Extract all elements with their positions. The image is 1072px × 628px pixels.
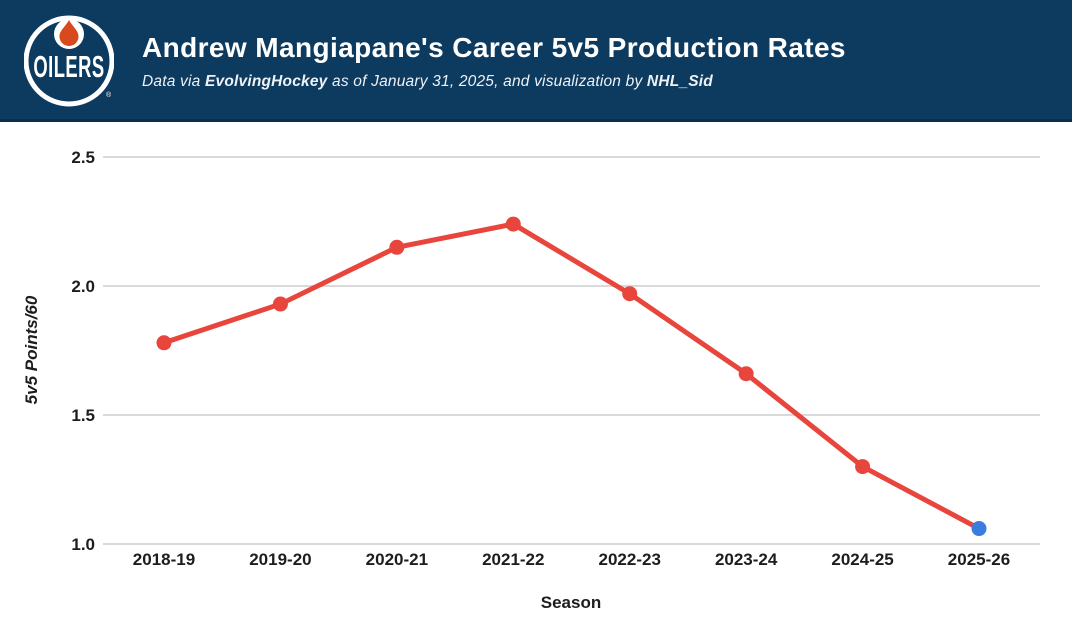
chart-area: 1.0 1.5 2.0 2.5 2018-19 2019-20 2020-21 2021-2… bbox=[0, 122, 1072, 625]
series-line bbox=[161, 221, 982, 532]
x-tick-label: 2018-19 bbox=[133, 550, 195, 569]
x-tick-label: 2025-26 bbox=[948, 550, 1010, 569]
data-point-2021-22 bbox=[505, 216, 521, 232]
data-point-2025-26 bbox=[971, 521, 987, 537]
data-point-2023-24 bbox=[738, 366, 754, 382]
x-tick-labels: 2018-19 2019-20 2020-21 2021-22 2022-23 2023-… bbox=[133, 550, 1010, 569]
data-point-2022-23 bbox=[622, 286, 638, 302]
oilers-logo: OILERS ® bbox=[23, 13, 115, 107]
x-tick-label: 2021-22 bbox=[482, 550, 544, 569]
x-tick-label: 2024-25 bbox=[831, 550, 893, 569]
data-point-2019-20 bbox=[272, 296, 288, 312]
y-tick-label: 1.5 bbox=[71, 406, 95, 425]
y-tick-labels: 1.0 1.5 2.0 2.5 bbox=[71, 148, 95, 554]
page-header: OILERS ® Andrew Mangiapane's Career 5v5 … bbox=[0, 0, 1072, 122]
x-tick-label: 2019-20 bbox=[249, 550, 311, 569]
page-title: Andrew Mangiapane's Career 5v5 Productio… bbox=[142, 31, 846, 63]
gridlines bbox=[103, 156, 1040, 545]
logo-wordmark: OILERS bbox=[33, 50, 104, 84]
subtitle-prefix: Data via bbox=[142, 73, 205, 91]
x-axis-title: Season bbox=[541, 593, 601, 612]
registered-mark: ® bbox=[106, 91, 112, 99]
data-point-2020-21 bbox=[389, 239, 405, 255]
oil-drop-icon bbox=[59, 19, 79, 46]
header-text-block: Andrew Mangiapane's Career 5v5 Productio… bbox=[142, 28, 846, 91]
oilers-logo-icon: OILERS ® bbox=[23, 15, 115, 106]
subtitle-source: EvolvingHockey bbox=[204, 73, 328, 91]
subtitle-author: NHL_Sid bbox=[646, 73, 713, 91]
x-tick-label: 2022-23 bbox=[599, 550, 661, 569]
y-tick-label: 2.5 bbox=[71, 148, 95, 167]
y-tick-label: 2.0 bbox=[71, 277, 95, 296]
data-point-2018-19 bbox=[156, 335, 172, 351]
x-tick-label: 2023-24 bbox=[715, 550, 778, 569]
y-tick-label: 1.0 bbox=[71, 535, 95, 554]
page-subtitle: Data via EvolvingHockey as of January 31… bbox=[142, 73, 846, 91]
line-chart: 1.0 1.5 2.0 2.5 2018-19 2019-20 2020-21 2021-2… bbox=[22, 148, 1040, 612]
y-axis-title: 5v5 Points/60 bbox=[22, 295, 41, 404]
x-tick-label: 2020-21 bbox=[366, 550, 428, 569]
series bbox=[156, 216, 987, 537]
subtitle-middle: as of January 31, 2025, and visualizatio… bbox=[327, 73, 647, 91]
data-point-2024-25 bbox=[855, 459, 871, 475]
